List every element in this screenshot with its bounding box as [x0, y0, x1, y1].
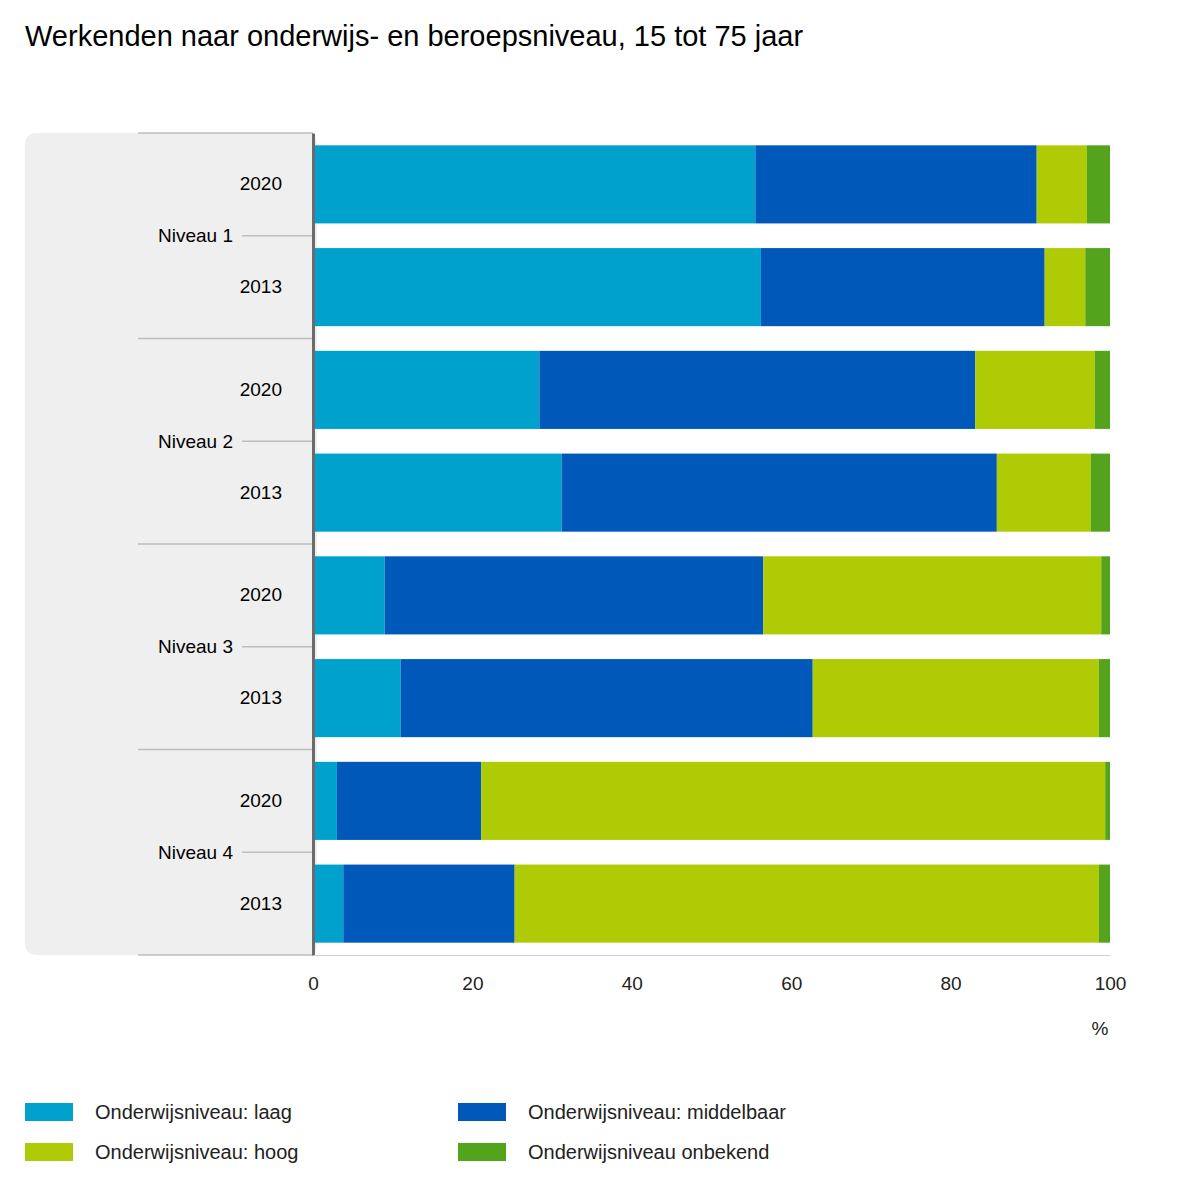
bar-segment — [401, 659, 813, 737]
group-separator — [138, 132, 313, 134]
group-tick — [242, 235, 313, 237]
y-tick: 2013 — [240, 687, 313, 708]
group-separator — [138, 338, 313, 340]
group-label: Niveau 1 — [158, 225, 233, 246]
group-tick — [242, 441, 313, 443]
legend-item: Onderwijsniveau: laag — [25, 1101, 292, 1123]
group-label: Niveau 2 — [158, 431, 233, 452]
bar-segment — [481, 762, 1105, 840]
group-tick — [242, 646, 313, 648]
x-tick: 40 — [622, 955, 643, 994]
bar-segment — [1085, 248, 1110, 326]
group-label: Niveau 3 — [158, 636, 233, 657]
legend-item: Onderwijsniveau: hoog — [25, 1141, 298, 1163]
y-tick: 2020 — [240, 379, 313, 400]
y-tick: 2020 — [240, 173, 313, 194]
x-tick-label: 40 — [622, 973, 643, 994]
bar-segment — [313, 351, 539, 429]
y-tick: 2020 — [240, 584, 313, 605]
category-label: 2013 — [240, 276, 282, 297]
group-label: Niveau 4 — [158, 842, 233, 863]
legend-label: Onderwijsniveau onbekend — [528, 1141, 769, 1163]
bar-segment — [313, 556, 385, 634]
bar-segment — [313, 248, 761, 326]
y-axis: 2020 2013 2020 2013 2020 2013 2020 2013 — [240, 134, 314, 956]
x-axis: 0 20 40 60 80 100 — [308, 955, 1126, 994]
x-axis-title: % — [1092, 1018, 1109, 1039]
x-tick-label: 80 — [941, 973, 962, 994]
legend-swatch — [25, 1103, 73, 1121]
label-panel — [25, 133, 317, 955]
category-label: 2020 — [240, 379, 282, 400]
x-tick-label: 0 — [308, 973, 319, 994]
chart-title: Werkenden naar onderwijs- en beroepsnive… — [0, 16, 880, 56]
x-tick-label: 60 — [781, 973, 802, 994]
bar-segment — [385, 556, 764, 634]
bar-segment — [313, 454, 562, 532]
x-tick-label: 100 — [1095, 973, 1127, 994]
bar-segment — [755, 145, 1036, 223]
bar-segment — [1095, 351, 1110, 429]
bar-segment — [1087, 145, 1110, 223]
bar-segment — [1101, 556, 1110, 634]
bar-segment — [813, 659, 1099, 737]
legend-item: Onderwijsniveau onbekend — [458, 1141, 769, 1163]
chart: Niveau 1 Niveau 2 Niveau 3 Niveau 4 2020 2013… — [0, 0, 1200, 1200]
category-label: 2020 — [240, 173, 282, 194]
group-separator — [138, 954, 313, 956]
bar-segment — [1099, 659, 1110, 737]
x-tick-label: 20 — [462, 973, 483, 994]
legend-label: Onderwijsniveau: laag — [95, 1101, 292, 1123]
category-label: 2013 — [240, 482, 282, 503]
bar-segment — [313, 762, 337, 840]
bar-segment — [1091, 454, 1110, 532]
bar-segment — [761, 248, 1045, 326]
bar-segment — [313, 659, 401, 737]
legend-label: Onderwijsniveau: middelbaar — [528, 1101, 786, 1123]
category-label: 2013 — [240, 687, 282, 708]
y-tick: 2013 — [240, 893, 313, 914]
legend-swatch — [458, 1103, 506, 1121]
legend-swatch — [25, 1143, 73, 1161]
group-separator — [138, 749, 313, 751]
axis-line — [314, 955, 1111, 956]
category-label: 2013 — [240, 893, 282, 914]
bar-segment — [337, 762, 481, 840]
series-bars — [1085, 145, 1110, 942]
bars — [313, 145, 1110, 942]
y-tick: 2013 — [240, 276, 313, 297]
bar-segment — [975, 351, 1095, 429]
bar-segment — [313, 865, 343, 943]
bar-segment — [1105, 762, 1110, 840]
category-label: 2020 — [240, 790, 282, 811]
bar-segment — [313, 145, 755, 223]
legend-item: Onderwijsniveau: middelbaar — [458, 1101, 786, 1123]
bar-segment — [562, 454, 997, 532]
bar-segment — [1037, 145, 1087, 223]
legend-label: Onderwijsniveau: hoog — [95, 1141, 298, 1163]
bar-segment — [1099, 865, 1110, 943]
bar-segment — [763, 556, 1101, 634]
axis-line — [312, 134, 315, 956]
bar-segment — [1045, 248, 1086, 326]
legend-swatch — [458, 1143, 506, 1161]
x-tick: 80 — [941, 955, 962, 994]
x-tick: 100 — [1095, 955, 1127, 994]
x-tick: 60 — [781, 955, 802, 994]
y-tick: 2020 — [240, 790, 313, 811]
bar-segment — [539, 351, 975, 429]
x-tick: 0 — [308, 955, 319, 994]
group-separator — [138, 543, 313, 545]
x-tick: 20 — [462, 955, 483, 994]
bar-segment — [343, 865, 514, 943]
group-tick — [242, 852, 313, 854]
bar-segment — [997, 454, 1091, 532]
category-label: 2020 — [240, 584, 282, 605]
bar-segment — [515, 865, 1099, 943]
y-tick: 2013 — [240, 482, 313, 503]
series-bars — [481, 145, 1105, 942]
legend: Onderwijsniveau: laag Onderwijsniveau: mi… — [25, 1101, 786, 1163]
